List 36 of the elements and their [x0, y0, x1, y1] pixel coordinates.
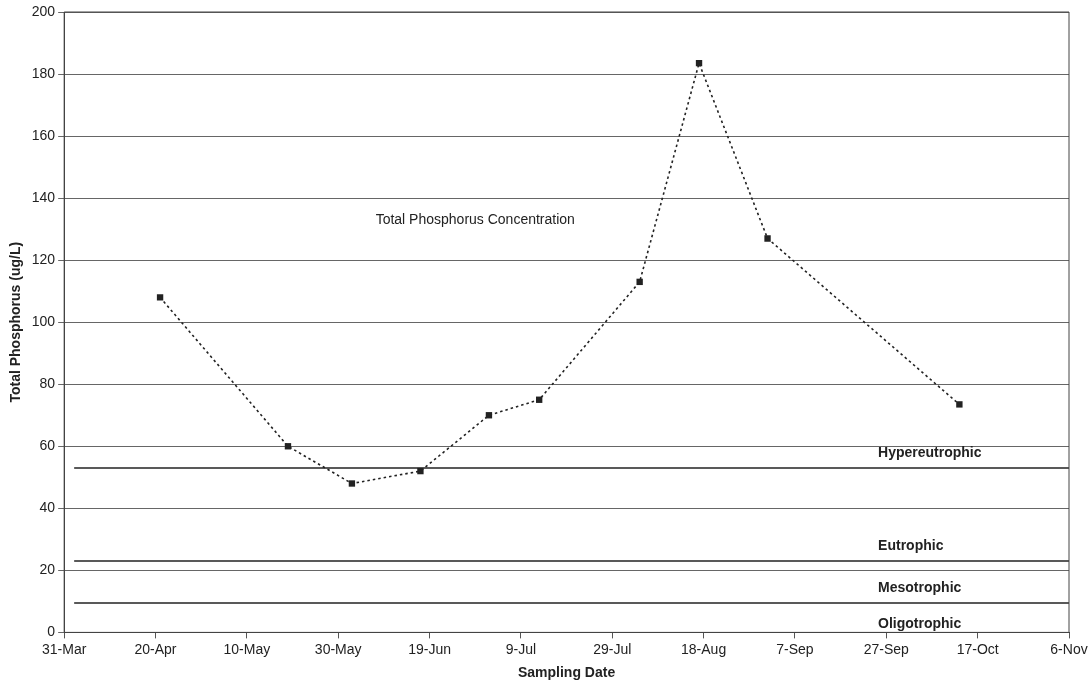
y-tick-label: 100	[31, 313, 56, 330]
x-tick-label: 30-May	[314, 640, 362, 657]
point	[636, 278, 643, 286]
y-tick-label: 60	[39, 437, 56, 454]
y-tick-label: 160	[31, 126, 56, 143]
point	[764, 235, 771, 242]
x-tick-label: 31-Mar	[41, 640, 87, 657]
y-tick-label: 120	[31, 251, 56, 268]
y-tick-label: 200	[31, 2, 56, 19]
x-tick-label: 18-Aug	[681, 640, 727, 657]
x-tick-label: 6-Nov	[1050, 640, 1088, 657]
point	[956, 401, 963, 408]
ref-line-label: Eutrophic	[878, 536, 944, 553]
point	[417, 467, 424, 475]
y-tick-label: 20	[39, 561, 56, 578]
y-tick-label: 0	[47, 623, 56, 640]
point	[348, 480, 356, 487]
y-tick-label: 140	[31, 188, 56, 205]
x-tick-label: 19-Jun	[408, 640, 451, 657]
x-tick-label: 27-Sep	[863, 640, 910, 657]
x-tick-label: 20-Apr	[134, 640, 177, 657]
point	[156, 294, 164, 301]
x-tick-label: 9-Jul	[505, 640, 537, 657]
y-axis-title: Total Phosphorus (ug/L)	[7, 241, 24, 403]
y-tick-label: 80	[39, 375, 56, 392]
ref-line-label: Mesotrophic	[878, 578, 962, 595]
y-tick-label: 180	[31, 64, 56, 81]
x-tick-label: 29-Jul	[593, 640, 632, 657]
x-axis-title: Sampling Date	[517, 664, 616, 681]
x-tick-label: 7-Sep	[776, 640, 814, 657]
ref-line-label: Hypereutrophic	[878, 443, 982, 460]
x-tick-label: 17-Oct	[956, 640, 999, 657]
annotation: Total Phosphorus Concentration	[375, 210, 575, 227]
x-tick-label: 10-May	[223, 640, 271, 657]
annotation: Oligotrophic	[878, 615, 962, 632]
y-tick-label: 40	[39, 499, 56, 516]
